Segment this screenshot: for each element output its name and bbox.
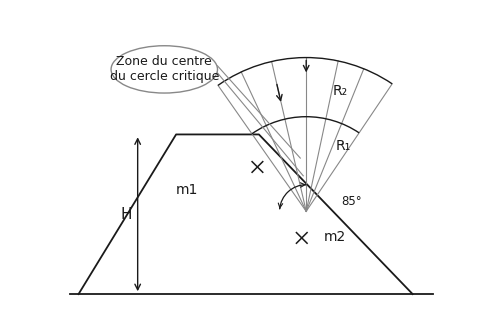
Ellipse shape bbox=[111, 46, 217, 93]
Text: m2: m2 bbox=[324, 230, 346, 244]
Text: Zone du centre: Zone du centre bbox=[116, 55, 212, 69]
Text: du cercle critique: du cercle critique bbox=[110, 70, 219, 83]
Text: H: H bbox=[120, 207, 132, 222]
Text: m1: m1 bbox=[176, 183, 199, 196]
Text: 85°: 85° bbox=[342, 195, 362, 208]
Text: R₂: R₂ bbox=[332, 84, 348, 98]
Text: R₁: R₁ bbox=[336, 138, 351, 153]
